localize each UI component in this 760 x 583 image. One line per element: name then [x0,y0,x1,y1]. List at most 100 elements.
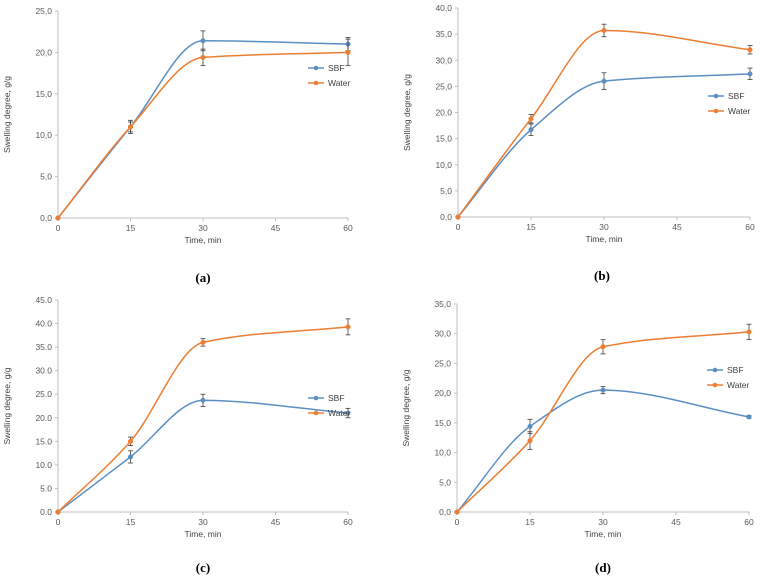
panel-label: (b) [594,268,610,283]
x-tick-label: 0 [56,223,61,233]
legend-marker-sbf [713,93,719,99]
legend-label-water: Water [728,106,751,116]
y-tick-label: 0,0 [40,213,52,223]
y-tick-label: 15.0 [35,436,52,446]
y-tick-label: 25.0 [35,389,52,399]
data-point-water [345,324,351,330]
data-point-water [127,124,134,130]
x-tick-label: 45 [671,517,681,527]
data-point-water [527,438,533,444]
y-tick-label: 25,0 [434,358,451,368]
data-point-water [601,27,607,34]
legend-label-sbf: SBF [728,91,745,101]
y-tick-label: 30,0 [435,55,452,65]
x-axis-title: Time, min [585,529,622,539]
legend-label-sbf: SBF [727,365,744,375]
x-tick-label: 45 [271,223,281,233]
y-tick-label: 20,0 [435,108,452,118]
series-line-water [456,331,750,513]
y-tick-label: 5.0 [40,483,52,493]
legend-marker-sbf [313,65,319,71]
y-tick-label: 10,0 [35,130,52,140]
y-tick-label: 30.0 [35,366,52,376]
y-tick-label: 25,0 [435,81,452,91]
x-axis-title: Time, min [185,235,222,245]
data-point-sbf [600,387,606,393]
x-tick-label: 15 [126,517,136,527]
y-axis-title: Swelling degree, g/g [2,76,12,153]
series-line-water [57,326,349,513]
panel-label: (c) [196,560,210,575]
legend-marker-sbf [712,367,718,373]
chart-panel-a: 0,0 5,0 10,0 15,0 20,0 25,0 0 15 30 45 60 Time, min… [2,6,353,285]
data-point-water [600,344,606,350]
legend-label-water: Water [328,408,351,418]
legend-marker-water [713,108,719,114]
data-point-water [454,509,460,515]
data-point-sbf [200,38,206,44]
data-point-sbf [747,71,753,77]
y-tick-label: 15,0 [435,134,452,144]
y-tick-label: 35.0 [35,342,52,352]
x-tick-label: 0 [56,517,61,527]
data-point-water [200,54,206,60]
y-axis-title: Swelling degree, g/g [402,74,412,151]
y-tick-label: 5,0 [440,186,452,196]
y-tick-label: 10.0 [35,460,52,470]
series-line-sbf [456,389,750,513]
legend-label-sbf: SBF [328,393,345,403]
x-tick-label: 0 [455,517,460,527]
series-line-sbf [457,73,751,218]
data-point-sbf [127,454,134,460]
x-tick-label: 0 [456,222,461,232]
data-point-water [528,116,534,122]
legend-label-water: Water [328,78,351,88]
y-tick-label: 20,0 [434,388,451,398]
series-line-water [57,51,349,219]
series-line-water [457,29,751,218]
data-point-water [746,329,752,335]
x-tick-label: 15 [526,222,536,232]
y-tick-label: 20,0 [35,47,52,57]
y-tick-label: 0.0 [40,507,52,517]
legend-marker-sbf [313,395,319,401]
series-line-sbf [57,399,349,513]
data-point-sbf [528,127,534,133]
panel-label: (d) [595,560,611,575]
y-tick-label: 5,0 [439,477,451,487]
legend-marker-water [712,382,718,388]
y-tick-label: 0,0 [439,507,451,517]
y-tick-label: 30,0 [434,329,451,339]
y-tick-label: 0,0 [440,212,452,222]
x-tick-label: 45 [271,517,281,527]
data-point-water [345,49,351,55]
data-point-sbf [601,78,607,84]
legend-marker-water [313,410,319,416]
x-axis-title: Time, min [586,234,623,244]
data-point-water [55,215,61,221]
series-line-sbf [57,40,349,219]
y-tick-label: 15,0 [434,418,451,428]
data-point-sbf [345,410,351,416]
chart-panel-b: 0,0 5,0 10,0 15,0 20,0 25,0 30,0 35,0 40,0 0 15 30 4… [402,3,755,283]
x-tick-label: 30 [198,517,208,527]
x-tick-label: 30 [598,517,608,527]
data-point-sbf [527,423,533,429]
data-point-water [200,339,206,345]
y-tick-label: 15,0 [35,89,52,99]
y-tick-label: 40.0 [35,319,52,329]
y-axis-title: Swelling degree, g/g [401,369,411,446]
data-point-water [55,509,61,515]
y-tick-label: 20.0 [35,413,52,423]
y-tick-label: 25,0 [35,6,52,16]
x-tick-label: 30 [198,223,208,233]
y-axis-title: Swelling degree, g/g [2,367,12,444]
data-point-water [455,214,461,220]
data-point-water [127,438,134,444]
y-tick-label: 35,0 [434,299,451,309]
y-tick-label: 45.0 [35,295,52,305]
x-tick-label: 60 [343,223,353,233]
y-tick-label: 35,0 [435,29,452,39]
y-tick-label: 10,0 [435,160,452,170]
